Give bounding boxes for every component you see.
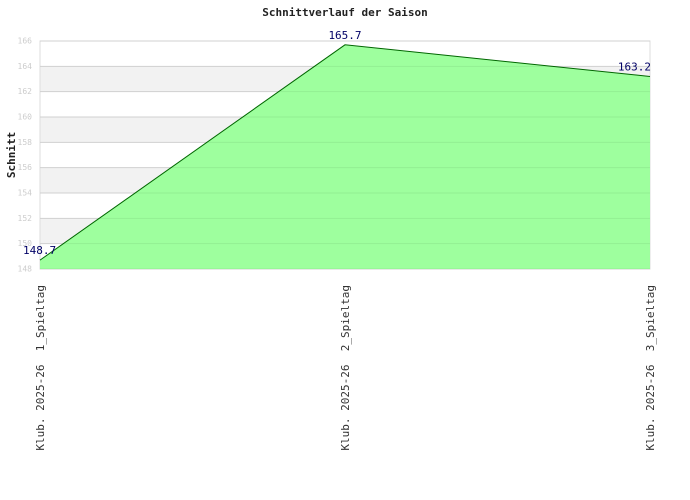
y-tick-label: 160	[18, 113, 33, 122]
data-label: 165.7	[328, 29, 361, 42]
y-tick-label: 150	[18, 239, 33, 248]
x-tick-label: Klub. 2025-26 3_Spieltag	[644, 285, 657, 451]
y-tick-label: 152	[18, 214, 33, 223]
y-tick-label: 158	[18, 138, 33, 147]
data-label: 148.7	[23, 244, 56, 257]
x-tick-label: Klub. 2025-26 2_Spieltag	[339, 285, 352, 451]
y-tick-label: 164	[18, 62, 33, 71]
line	[39, 44, 651, 261]
y-tick-label: 154	[18, 189, 33, 198]
x-tick-label: Klub. 2025-26 1_Spieltag	[34, 285, 47, 451]
y-tick-label: 166	[18, 37, 33, 46]
chart-title: Schnittverlauf der Saison	[262, 6, 428, 19]
y-tick-label: 148	[18, 265, 33, 274]
y-axis-label: Schnitt	[5, 132, 18, 178]
y-tick-label: 156	[18, 163, 33, 172]
area	[40, 44, 650, 269]
data-label: 163.2	[618, 60, 651, 73]
y-tick-label: 162	[18, 87, 33, 96]
